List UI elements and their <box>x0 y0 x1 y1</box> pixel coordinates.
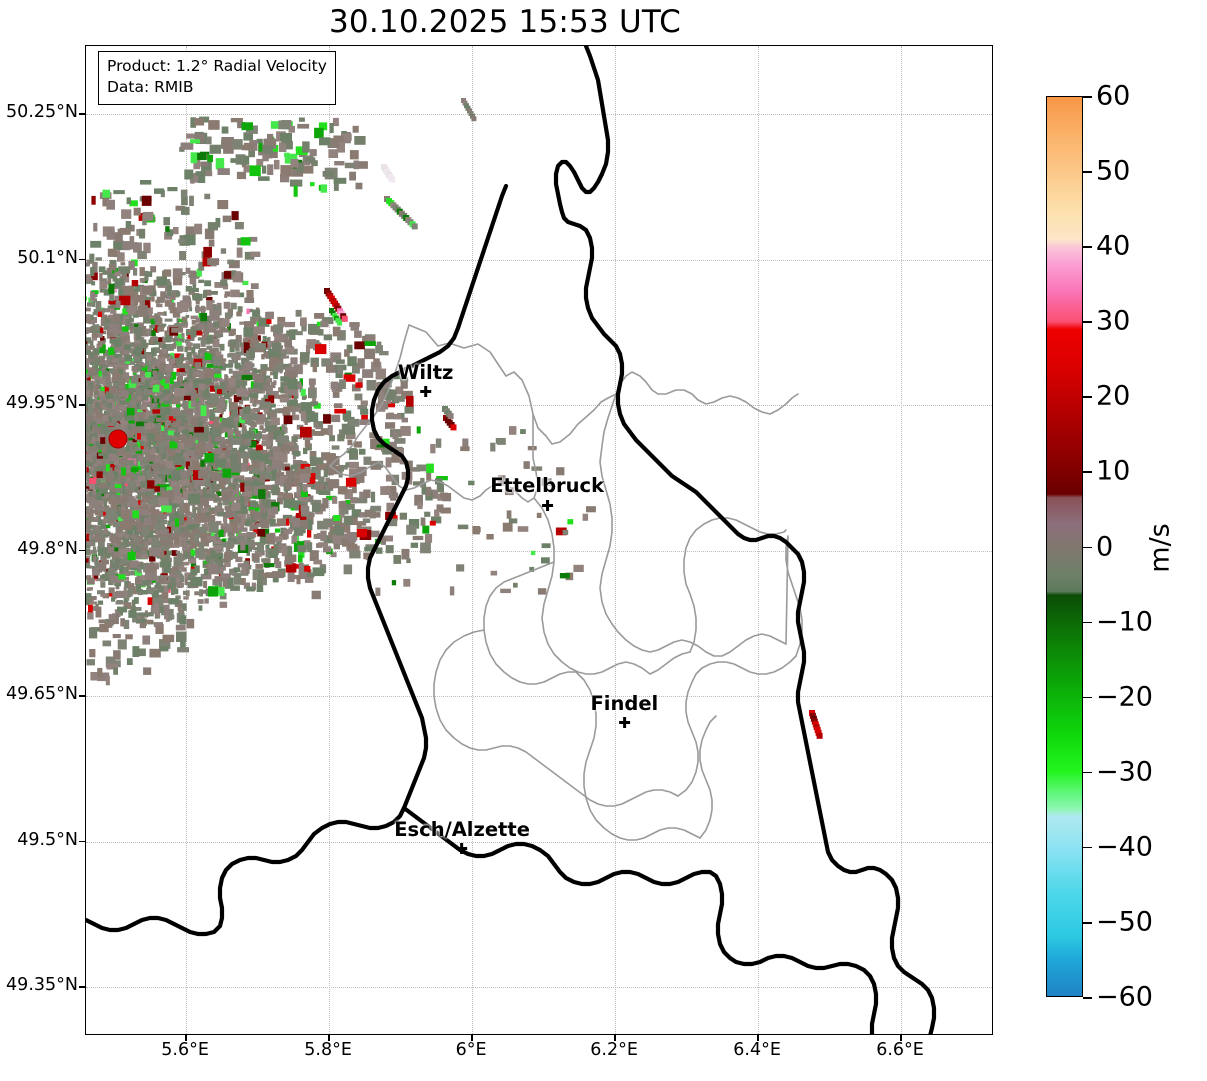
colorbar-tick-label: 40 <box>1096 230 1131 262</box>
x-tick-label: 6.6°E <box>876 1040 924 1060</box>
info-box: Product: 1.2° Radial Velocity Data: RMIB <box>98 51 336 105</box>
y-tick-mark <box>79 986 85 989</box>
y-tick-mark <box>79 695 85 697</box>
x-tick-mark <box>185 1035 187 1041</box>
gridline-vertical <box>472 46 474 1034</box>
city-cross-marker <box>420 386 432 398</box>
radar-site-marker[interactable] <box>108 429 128 449</box>
colorbar-tick-mark <box>1083 696 1092 699</box>
y-tick-text: 49.8°N <box>17 538 78 559</box>
colorbar-tick-mark <box>1083 621 1092 624</box>
gridline-horizontal <box>86 259 992 262</box>
y-tick-mark <box>79 258 85 261</box>
city-cross-marker <box>618 717 630 729</box>
x-tick-mark <box>471 1035 473 1041</box>
colorbar-tick-mark <box>1083 321 1092 323</box>
colorbar-tick-mark <box>1083 96 1092 98</box>
colorbar-tick-mark <box>1083 471 1092 473</box>
colorbar-tick-label: −30 <box>1096 756 1153 788</box>
colorbar-tick-label: 20 <box>1096 380 1131 412</box>
colorbar-unit-label: m/s <box>1144 523 1176 573</box>
colorbar-tick-label: −50 <box>1096 906 1153 938</box>
x-tick-label: 6.4°E <box>733 1040 781 1060</box>
x-tick-label: 6.2°E <box>590 1040 638 1060</box>
radar-echo-layer <box>86 98 823 739</box>
city-cross-marker <box>541 499 553 511</box>
colorbar-tick-label: −60 <box>1096 981 1153 1013</box>
colorbar-tick-label: 60 <box>1096 80 1131 112</box>
city-name-text: Ettelbruck <box>490 474 605 498</box>
radar-map-plot[interactable]: Wiltz Ettelbruck Findel Esch/Alzette <box>85 45 993 1035</box>
colorbar-tick-mark <box>1083 997 1092 999</box>
colorbar-tick-label: 50 <box>1096 155 1131 187</box>
gridline-horizontal <box>86 987 992 989</box>
x-tick-mark <box>757 1035 759 1041</box>
city-label-wiltz: Wiltz <box>397 360 454 398</box>
city-name-text: Wiltz <box>397 360 454 384</box>
y-tick-mark <box>79 404 85 406</box>
city-label-esch-alzette: Esch/Alzette <box>394 820 530 855</box>
y-tick-text: 49.5°N <box>17 829 78 850</box>
colorbar-tick-label: 30 <box>1096 305 1131 337</box>
gridline-horizontal <box>86 113 992 116</box>
x-tick-mark <box>328 1035 330 1041</box>
gridline-horizontal <box>86 405 992 407</box>
page-title: 30.10.2025 15:53 UTC <box>329 4 681 40</box>
gridline-vertical <box>615 46 617 1034</box>
x-tick-mark <box>900 1035 902 1041</box>
gridline-horizontal <box>86 550 992 553</box>
gridline-vertical <box>901 46 903 1034</box>
colorbar-tick-mark <box>1083 846 1092 849</box>
colorbar-tick-label: −10 <box>1096 606 1153 638</box>
colorbar-tick-mark <box>1083 771 1092 774</box>
colorbar-tick-mark <box>1083 546 1092 549</box>
colorbar[interactable] <box>1046 96 1083 997</box>
city-name-text: Esch/Alzette <box>394 817 530 841</box>
y-tick-text: 50.25°N <box>6 101 78 122</box>
x-tick-mark <box>614 1035 616 1041</box>
colorbar-tick-label: 0 <box>1096 531 1114 562</box>
y-tick-text: 49.65°N <box>6 684 78 705</box>
y-tick-mark <box>79 112 85 115</box>
x-tick-label: 5.8°E <box>304 1040 352 1060</box>
y-tick-text: 49.35°N <box>6 975 78 996</box>
y-tick-mark <box>79 840 85 843</box>
city-label-ettelbruck: Ettelbruck <box>490 476 604 511</box>
colorbar-tick-mark <box>1083 396 1092 398</box>
colorbar-gradient <box>1047 97 1082 996</box>
colorbar-tick-mark <box>1083 921 1092 924</box>
colorbar-tick-label: −20 <box>1096 681 1153 713</box>
colorbar-tick-mark <box>1083 171 1092 173</box>
map-canvas: Wiltz Ettelbruck Findel Esch/Alzette <box>86 46 992 1034</box>
city-label-findel: Findel <box>590 694 658 729</box>
gridline-horizontal <box>86 841 992 844</box>
info-data-line: Data: RMIB <box>107 78 194 97</box>
colorbar-tick-mark <box>1083 246 1092 248</box>
city-cross-marker <box>456 843 468 855</box>
x-tick-label: 5.6°E <box>161 1040 209 1060</box>
y-tick-mark <box>79 549 85 552</box>
y-tick-text: 50.1°N <box>17 247 78 268</box>
colorbar-tick-label: 10 <box>1096 455 1131 487</box>
gridline-horizontal <box>86 696 992 698</box>
map-border-layer <box>86 46 937 1034</box>
colorbar-tick-label: −40 <box>1096 831 1153 863</box>
x-tick-label: 6°E <box>455 1040 487 1060</box>
info-product-line: Product: 1.2° Radial Velocity <box>107 57 327 75</box>
y-tick-text: 49.95°N <box>6 393 78 414</box>
city-name-text: Findel <box>590 691 659 715</box>
